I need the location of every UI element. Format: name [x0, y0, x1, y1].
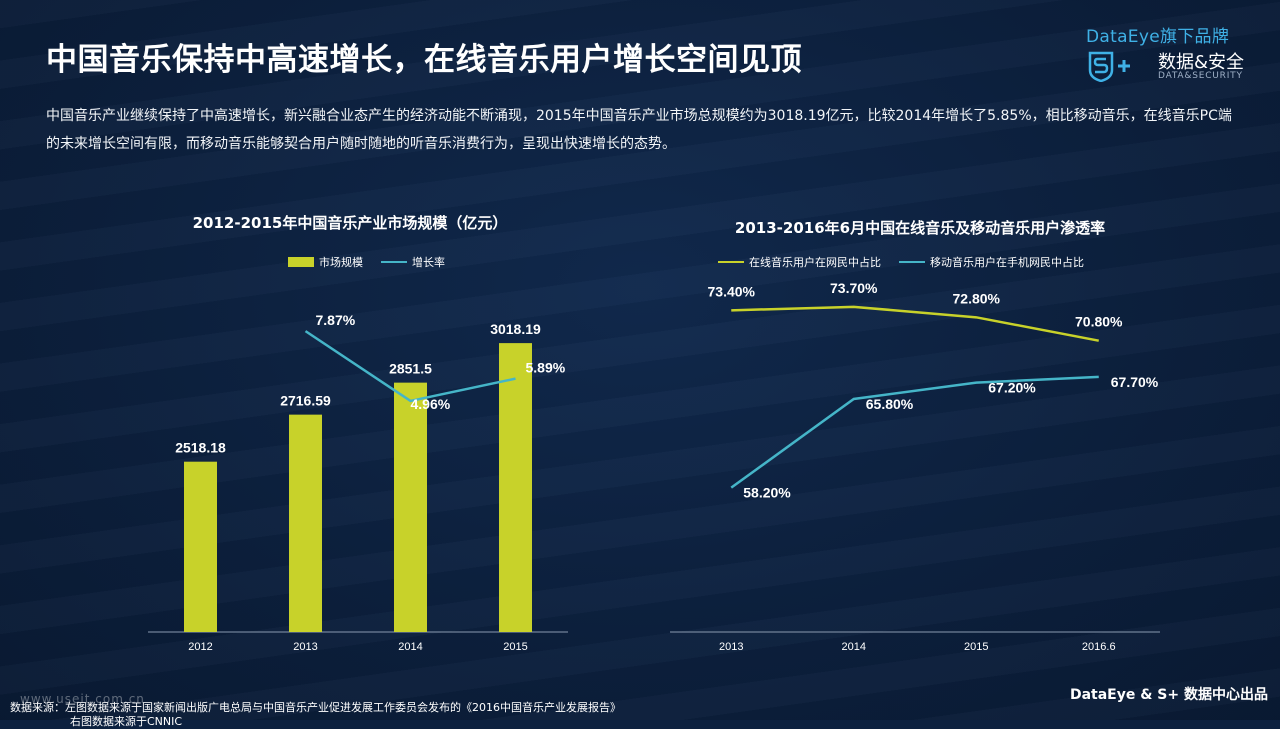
right-chart-legend: 在线音乐用户在网民中占比 移动音乐用户在手机网民中占比: [718, 254, 1102, 270]
online-label-2015: 72.80%: [953, 290, 1001, 306]
x-tick-right-2014: 2014: [842, 641, 866, 653]
bar-2013: [289, 414, 322, 632]
mobile-label-2015: 67.20%: [988, 380, 1036, 396]
page-title: 中国音乐保持中高速增长，在线音乐用户增长空间见顶: [46, 42, 802, 78]
legend-swatch-online: [718, 261, 744, 263]
x-tick-left-2013: 2013: [293, 641, 317, 653]
x-tick-left-2015: 2015: [503, 641, 527, 653]
footer-brand: DataEye & S+ 数据中心出品: [1069, 687, 1268, 703]
watermark: www.useit.com.cn: [20, 692, 145, 706]
online-label-2016.6: 70.80%: [1075, 314, 1123, 330]
legend-swatch-bar: [288, 257, 314, 267]
shield-s-plus-icon: [1088, 51, 1130, 82]
bar-2012: [184, 461, 217, 632]
legend-swatch-rate: [381, 261, 407, 263]
bar-label-2015: 3018.19: [490, 321, 541, 337]
legend-item-market-size: 市场规模: [288, 254, 363, 270]
legend-label-online: 在线音乐用户在网民中占比: [749, 256, 881, 269]
rate-label-2015: 5.89%: [526, 360, 566, 376]
bar-label-2013: 2716.59: [280, 393, 331, 409]
legend-item-growth-rate: 增长率: [381, 254, 445, 270]
source-note-2: 右图数据来源于CNNIC: [70, 715, 183, 728]
mobile-label-2014: 65.80%: [866, 396, 914, 412]
legend-item-mobile: 移动音乐用户在手机网民中占比: [899, 254, 1084, 270]
bar-2014: [394, 382, 427, 632]
rate-label-2014: 4.96%: [411, 396, 451, 412]
mobile-penetration-line: [730, 375, 1099, 489]
online-label-2013: 73.40%: [708, 283, 756, 299]
left-chart-title: 2012-2015年中国音乐产业市场规模（亿元）: [192, 214, 508, 232]
logo-name: 数据&安全: [1158, 52, 1245, 73]
right-chart-title: 2013-2016年6月中国在线音乐及移动音乐用户渗透率: [734, 219, 1106, 237]
legend-label-market-size: 市场规模: [319, 256, 363, 269]
bar-2015: [499, 343, 532, 632]
left-chart-legend: 市场规模 增长率: [288, 254, 463, 270]
intro-paragraph: 中国音乐产业继续保持了中高速增长，新兴融合业态产生的经济动能不断涌现，2015年…: [46, 108, 1232, 152]
source-note: 数据来源：左图数据来源于国家新闻出版广电总局与中国音乐产业促进发展工作委员会发布…: [10, 701, 621, 714]
x-tick-right-2013: 2013: [719, 641, 743, 653]
legend-swatch-mobile: [899, 261, 925, 263]
legend-item-online: 在线音乐用户在网民中占比: [718, 254, 881, 270]
x-tick-left-2012: 2012: [188, 641, 212, 653]
brand-logo: DataEye旗下品牌 数据&安全 DATA&SECURITY: [1086, 22, 1266, 82]
bar-label-2014: 2851.5: [389, 361, 432, 377]
legend-label-mobile: 移动音乐用户在手机网民中占比: [930, 256, 1084, 269]
rate-label-2013: 7.87%: [316, 312, 356, 328]
bar-label-2012: 2518.18: [175, 440, 226, 456]
logo-tagline: DataEye旗下品牌: [1086, 27, 1230, 47]
logo-subtitle: DATA&SECURITY: [1158, 71, 1243, 81]
x-tick-left-2014: 2014: [398, 641, 422, 653]
online-penetration-line: [731, 305, 1099, 342]
mobile-label-2013: 58.20%: [743, 485, 791, 501]
online-label-2014: 73.70%: [830, 280, 878, 296]
x-tick-right-2015: 2015: [964, 641, 988, 653]
growth-rate-line: [304, 330, 516, 403]
x-tick-right-2016.6: 2016.6: [1082, 641, 1116, 653]
mobile-label-2016.6: 67.70%: [1111, 374, 1159, 390]
legend-label-growth-rate: 增长率: [412, 256, 445, 269]
